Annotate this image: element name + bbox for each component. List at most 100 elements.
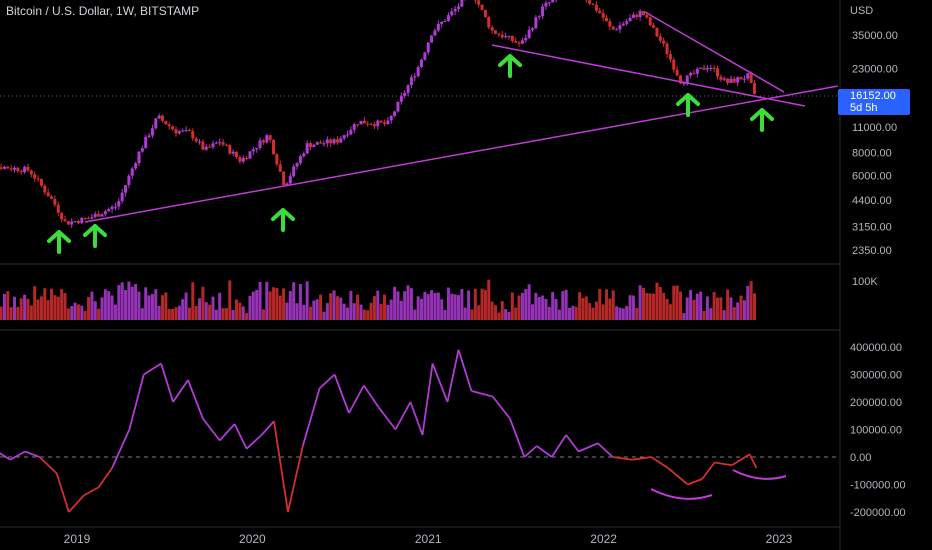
candle-body — [719, 76, 723, 80]
candle-body — [211, 143, 215, 148]
candle-body — [729, 78, 733, 83]
oscillator-segment — [509, 418, 526, 458]
volume-bar — [729, 297, 733, 320]
volume-bar — [332, 290, 336, 320]
oscillator-segment — [97, 467, 113, 488]
candle-body — [662, 40, 666, 44]
candle-body — [342, 135, 346, 139]
volume-bar — [238, 302, 242, 320]
volume-bar — [554, 299, 558, 320]
candle-body — [167, 124, 171, 127]
candle-body — [268, 135, 272, 141]
oscillator-segment — [565, 434, 580, 453]
candle-body — [332, 139, 336, 144]
volume-bar — [161, 295, 165, 320]
volume-bar — [36, 299, 40, 320]
volume-bar — [564, 289, 568, 320]
candle-body — [393, 111, 397, 117]
volume-bar — [241, 306, 245, 320]
volume-bar — [56, 296, 60, 320]
volume-bar — [645, 293, 649, 320]
candle-body — [39, 178, 43, 186]
volume-bar — [16, 306, 20, 320]
oscillator-segment — [491, 395, 511, 420]
candle-body — [594, 4, 598, 11]
candle-body — [6, 166, 10, 169]
volume-bar — [204, 302, 208, 320]
volume-bar — [322, 311, 326, 320]
candle-body — [130, 168, 134, 176]
volume-bar — [221, 308, 225, 320]
currency-label: USD — [850, 5, 873, 17]
oscillator-segment — [714, 461, 733, 467]
volume-bar — [537, 296, 541, 320]
volume-bar — [568, 307, 572, 320]
candle-body — [709, 67, 713, 69]
candle-countdown: 5d 5h — [850, 102, 878, 114]
volume-bar — [366, 310, 370, 320]
candle-body — [127, 175, 131, 186]
volume-bar — [305, 281, 309, 320]
candle-body — [689, 72, 693, 76]
candle-body — [678, 75, 682, 84]
candle-body — [379, 120, 383, 123]
volume-bar — [137, 291, 141, 320]
candle-body — [712, 67, 716, 69]
candle-body — [107, 209, 111, 212]
candle-body — [161, 115, 165, 121]
volume-bar — [150, 293, 154, 320]
volume-bar — [605, 289, 609, 320]
candle-body — [80, 217, 84, 224]
candle-body — [60, 212, 64, 220]
volume-bar — [19, 298, 23, 320]
candle-body — [510, 35, 514, 42]
bottom-curve — [650, 488, 713, 500]
candle-body — [339, 138, 343, 143]
volume-bar — [177, 305, 181, 320]
oscillator-segment — [457, 349, 473, 392]
year-tick-label: 2019 — [64, 532, 91, 546]
candle-body — [369, 124, 373, 126]
candle-body — [221, 142, 225, 145]
upper-trendline — [644, 11, 785, 93]
candle-body — [214, 142, 218, 144]
volume-bar — [33, 286, 37, 320]
candle-body — [440, 21, 444, 24]
volume-bar — [312, 300, 316, 320]
candle-body — [732, 78, 736, 83]
volume-bar — [130, 286, 134, 320]
up-arrow-icon — [83, 224, 107, 248]
candle-body — [426, 42, 430, 53]
candle-body — [433, 30, 437, 36]
volume-bar — [272, 287, 276, 320]
volume-bar — [507, 311, 511, 320]
oscillator-segment — [160, 363, 174, 403]
candle-body — [742, 78, 746, 80]
volume-bar — [500, 301, 504, 320]
volume-bar — [147, 295, 151, 320]
candle-body — [282, 171, 286, 185]
volume-bar — [251, 291, 255, 320]
candle-body — [147, 135, 151, 137]
candle-body — [191, 131, 195, 139]
oscillator-segment — [650, 456, 669, 469]
volume-bar — [302, 304, 306, 320]
oscillator-segment — [128, 374, 145, 430]
candle-body — [201, 141, 205, 150]
candle-body — [103, 211, 107, 215]
candle-body — [635, 14, 639, 17]
candle-body — [423, 52, 427, 60]
candle-body — [403, 92, 407, 97]
oscillator-segment — [111, 429, 131, 469]
volume-bar — [625, 306, 629, 320]
volume-bar — [682, 313, 686, 320]
volume-bar — [406, 285, 410, 320]
volume-bar — [591, 307, 595, 320]
volume-bar — [588, 303, 592, 320]
volume-bar — [315, 299, 319, 320]
volume-bar — [134, 284, 138, 320]
oscillator-tick-label: 300000.00 — [850, 370, 902, 382]
price-tick-label: 4400.00 — [852, 195, 892, 207]
volume-bar — [235, 299, 239, 320]
